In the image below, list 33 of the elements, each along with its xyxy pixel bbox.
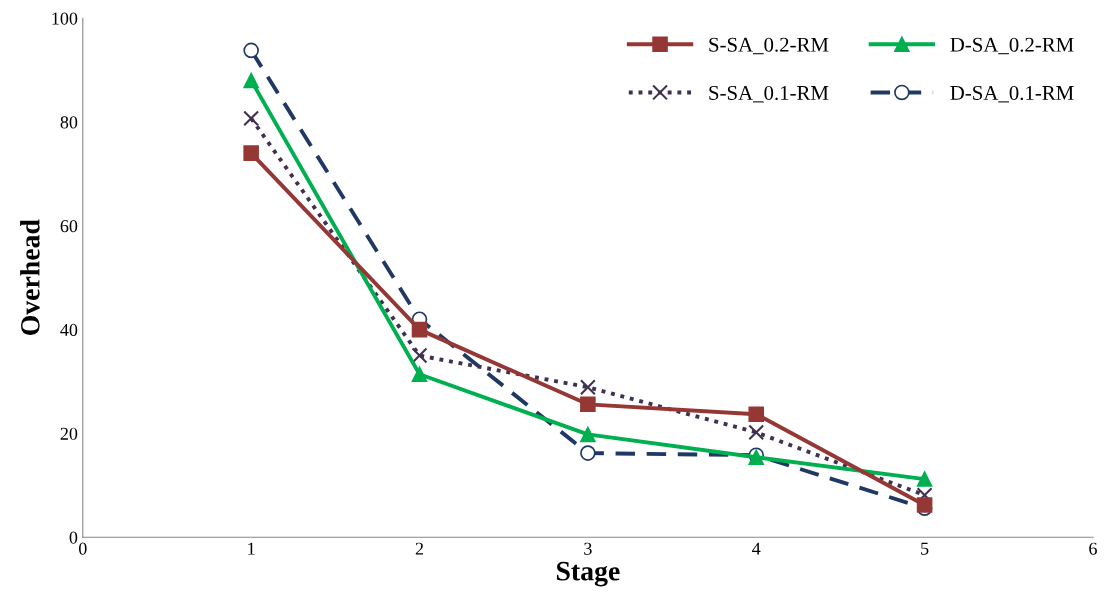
y-axis-title: Overhead (20, 219, 40, 335)
x-tick-label: 3 (584, 542, 592, 555)
legend-label: D-SA_0.1-RM (950, 85, 1074, 103)
point (243, 145, 259, 161)
point (748, 424, 765, 441)
y-tick-label: 20 (60, 427, 78, 440)
x-tick-label: 6 (1089, 542, 1097, 555)
x-tick-label: 1 (248, 542, 255, 555)
point (411, 321, 428, 338)
x-tick-label: 4 (752, 542, 761, 555)
y-tick-label: 60 (60, 220, 78, 233)
legend-label: S-SA_0.2-RM (709, 37, 829, 55)
point (748, 406, 765, 422)
point (243, 72, 259, 89)
point (580, 396, 596, 413)
point (916, 471, 933, 487)
point (579, 379, 596, 396)
point (580, 445, 596, 461)
point (411, 366, 428, 383)
legend-label: S-SA_0.1-RM (709, 85, 829, 103)
point (243, 42, 259, 59)
y-tick-label: 100 (52, 12, 78, 25)
x-tick-label: 5 (921, 542, 929, 555)
x-axis-title: Stage (556, 561, 620, 587)
y-tick-label: 40 (60, 323, 78, 337)
y-tick-label: 0 (69, 531, 78, 544)
x-tick-label: 0 (78, 542, 87, 555)
legend-label: D-SA_0.2-RM (950, 37, 1074, 55)
point (243, 110, 260, 127)
y-tick-label: 80 (60, 116, 78, 129)
point (580, 426, 596, 443)
x-tick-label: 2 (415, 542, 424, 555)
point (411, 347, 428, 364)
